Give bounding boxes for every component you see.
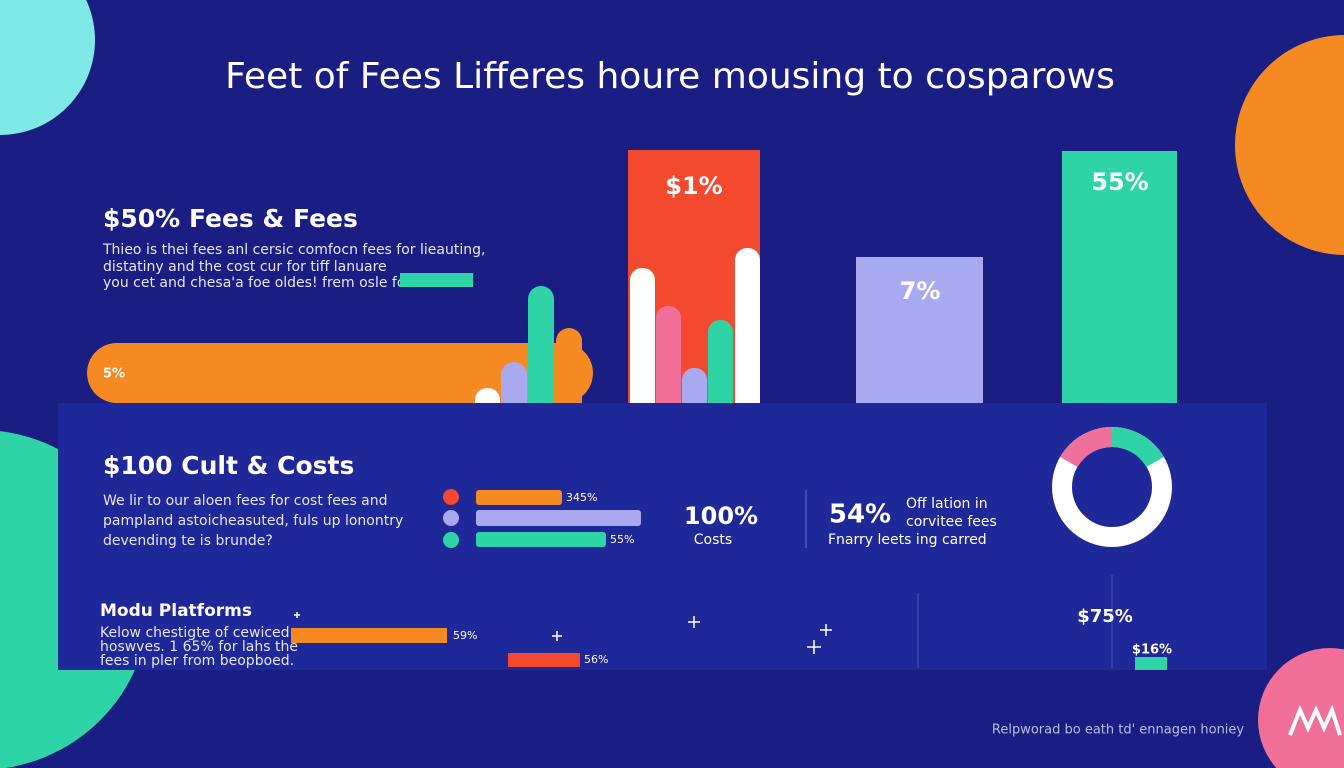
stat-value: $16% — [1132, 643, 1172, 658]
legend-label: 55% — [610, 533, 634, 546]
accent-bar — [1135, 657, 1167, 670]
body-text: hoswves. 1 65% for lahs the — [100, 639, 298, 655]
body-text: Kelow chestigte of cewiced — [100, 625, 290, 641]
stat-value: 100% — [684, 502, 758, 530]
footer: Relpworad bo eath td' ennagen honiey — [992, 723, 1245, 738]
body-text: distatiny and the cost cur for tiff lanu… — [103, 259, 387, 275]
stat-caption: Fnarry leets ing carred — [828, 532, 987, 548]
bar-label: 59% — [453, 629, 477, 642]
column-label: 7% — [900, 277, 941, 305]
body-text: fees in pler from beopboed. — [100, 653, 294, 669]
stat-caption: Costs — [694, 532, 732, 548]
body-text: pampland astoicheasuted, fuls up lonontr… — [103, 513, 403, 529]
legend-label: 345% — [566, 491, 597, 504]
body-text: Thieo is thei fees anl cersic comfocn fe… — [102, 242, 485, 258]
column-label: 55% — [1091, 168, 1148, 196]
donut — [1052, 427, 1172, 547]
panel — [58, 403, 1267, 670]
bar-label: 56% — [584, 653, 608, 666]
section-heading: $100 Cult & Costs — [103, 451, 354, 480]
bar — [291, 628, 447, 643]
column — [1062, 151, 1177, 403]
pill-label: 5% — [103, 367, 125, 382]
body-text: We lir to our aloen fees for cost fees a… — [103, 493, 388, 509]
title: Feet of Fees Lifferes houre mousing to c… — [225, 56, 1115, 97]
logo — [1288, 704, 1342, 736]
stat-text: Off lation in — [906, 496, 988, 512]
legend — [443, 489, 641, 548]
decor-circle — [1235, 35, 1344, 255]
stat-text: corvitee fees — [906, 514, 997, 530]
column-label: $1% — [665, 172, 722, 200]
stat-value: $75% — [1077, 606, 1133, 627]
accent-bar — [400, 273, 473, 287]
section-heading: Modu Platforms — [100, 601, 252, 621]
stat-value: 54% — [829, 500, 891, 530]
column — [856, 257, 983, 403]
body-text: devending te is brunde? — [103, 533, 273, 549]
pill-bar — [87, 343, 593, 403]
decor-circle — [0, 0, 95, 135]
sparkles — [294, 612, 832, 654]
inner-bars — [630, 248, 760, 420]
body-text: you cet and chesa'a foe oldes! frem osle… — [103, 275, 411, 291]
section-heading: $50% Fees & Fees — [103, 204, 358, 233]
bar — [508, 653, 580, 667]
